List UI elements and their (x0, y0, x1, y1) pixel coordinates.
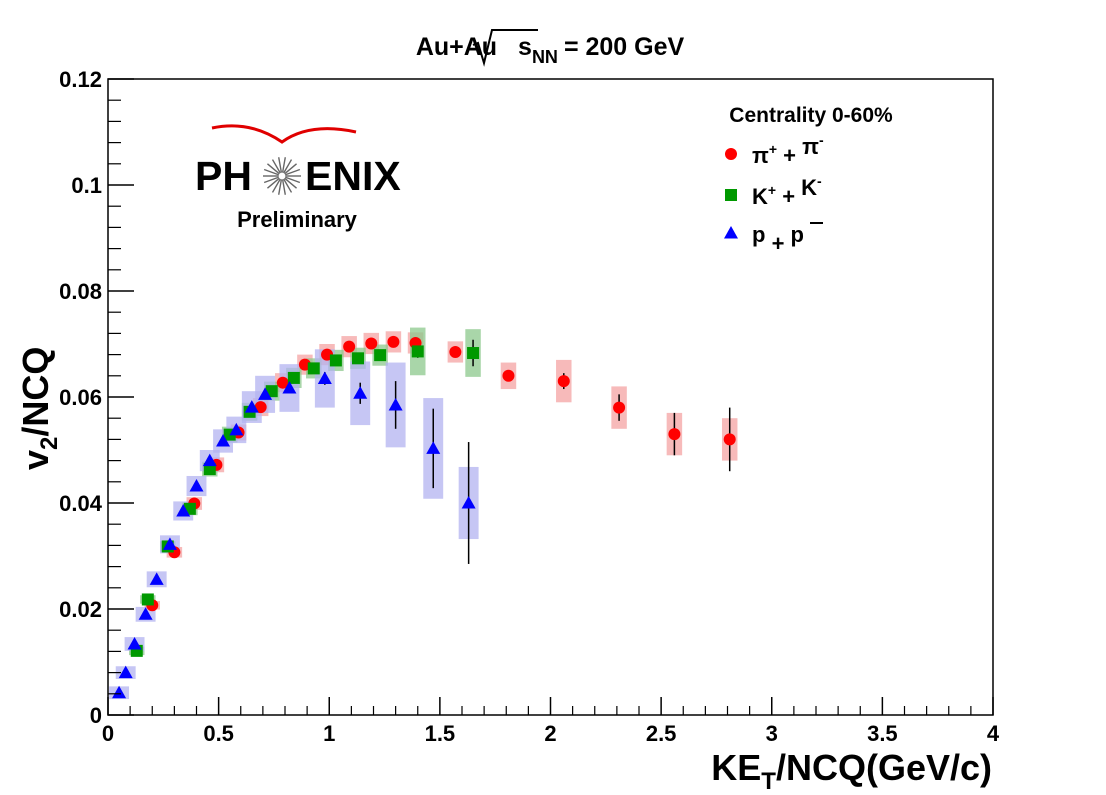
logo-star-ray (284, 163, 298, 174)
p-point (202, 453, 217, 467)
p-point (388, 397, 403, 411)
logo-swoosh-icon (211, 124, 357, 144)
legend-p-marker (724, 226, 738, 239)
y-axis: 0 0.02 0.04 0.06 0.08 0.1 0.12 (59, 67, 134, 728)
K-point (287, 371, 300, 384)
K-point (329, 354, 342, 367)
y-tick-label: 0.1 (71, 173, 102, 198)
K-point (307, 362, 320, 375)
y-tick-label: 0.04 (59, 491, 103, 516)
pi-point (449, 345, 462, 358)
pi-point (365, 337, 378, 350)
logo-star-ray (282, 157, 286, 173)
logo-star-ray (271, 159, 281, 173)
logo-star-ray (283, 179, 293, 193)
p-point (282, 380, 297, 394)
logo-text-left: PH (195, 153, 252, 199)
p-point (149, 572, 164, 585)
y-tick-label: 0.12 (59, 67, 102, 92)
p-point (426, 441, 441, 454)
pi-point (276, 376, 289, 389)
logo-star-ray (278, 157, 282, 173)
error-bars (118, 339, 731, 695)
pi-point (502, 369, 515, 382)
p-point (353, 386, 368, 399)
x-tick-label: 0 (102, 721, 114, 746)
K-point (467, 347, 480, 360)
K-point (183, 502, 196, 515)
logo-subtitle: Preliminary (237, 207, 358, 232)
p-point (317, 371, 332, 384)
legend-pi-marker (725, 148, 737, 160)
p-point (127, 636, 142, 650)
p-point (216, 433, 231, 447)
legend-pi-label: π+ + π- (752, 132, 824, 168)
p-point (162, 537, 177, 550)
p-point (176, 503, 191, 517)
phenix-logo: PH ENIX Preliminary (195, 124, 401, 232)
y-tick-label: 0.06 (59, 385, 102, 410)
legend-K-label: K+ + K- (752, 173, 822, 209)
x-tick-label: 2 (544, 721, 556, 746)
p-point (138, 607, 153, 620)
y-axis-title: v2/NCQ (15, 347, 63, 470)
logo-star-ray (284, 178, 298, 189)
x-tick-label: 1 (323, 721, 335, 746)
p-point (229, 422, 244, 436)
K-point (352, 352, 365, 365)
logo-star-ray (271, 179, 281, 193)
logo-star-ray (266, 163, 280, 174)
x-tick-label: 3 (766, 721, 778, 746)
legend: Centrality 0-60% π+ + π- K+ + K-p + p (724, 104, 893, 256)
pi-point (254, 401, 267, 414)
logo-star-ray (263, 176, 279, 184)
y-tick-label: 0 (90, 703, 102, 728)
data-markers (112, 335, 736, 699)
logo-star-ray (285, 168, 301, 176)
x-axis: 0 0.5 1 1.5 2 2.5 3 3.5 4 (102, 697, 1000, 746)
sqrt-var: s (518, 33, 532, 61)
y-tick-label: 0.02 (59, 597, 102, 622)
x-tick-label: 1.5 (425, 721, 456, 746)
y-tick-label: 0.08 (59, 279, 102, 304)
pi-point (613, 401, 626, 414)
pi-point (668, 428, 681, 441)
pi-point (723, 433, 736, 446)
logo-star-ray (282, 179, 286, 195)
x-tick-label: 2.5 (646, 721, 677, 746)
p-point (258, 387, 273, 400)
legend-K-marker (725, 189, 737, 201)
legend-title: Centrality 0-60% (729, 104, 893, 127)
chart-title: Au+Au sNN = 200 GeV (416, 33, 685, 67)
x-tick-label: 3.5 (867, 721, 898, 746)
logo-text-right: ENIX (305, 153, 401, 199)
x-axis-title: KET/NCQ(GeV/c) (711, 747, 992, 795)
sqrt-symbol-icon (472, 29, 538, 67)
K-point (411, 345, 424, 358)
pi-point (387, 335, 400, 348)
x-tick-label: 0.5 (203, 721, 234, 746)
logo-star-ray (266, 178, 280, 189)
p-point (244, 400, 259, 413)
logo-star-ray (278, 179, 282, 195)
p-point (461, 496, 476, 509)
p-point (118, 665, 133, 679)
legend-p-label: p + p (752, 222, 804, 256)
p-point (189, 479, 204, 492)
K-point (374, 349, 387, 362)
x-tick-label: 4 (987, 721, 1000, 746)
logo-star-icon (263, 157, 301, 195)
logo-star-ray (263, 168, 279, 176)
p-point (112, 685, 127, 699)
pi-point (557, 375, 570, 388)
logo-star-ray (283, 159, 293, 173)
K-point (141, 593, 154, 606)
logo-star-ray (285, 176, 301, 184)
pi-point (343, 340, 356, 353)
logo-star-center (277, 171, 287, 181)
systematic-boxes (109, 327, 738, 700)
